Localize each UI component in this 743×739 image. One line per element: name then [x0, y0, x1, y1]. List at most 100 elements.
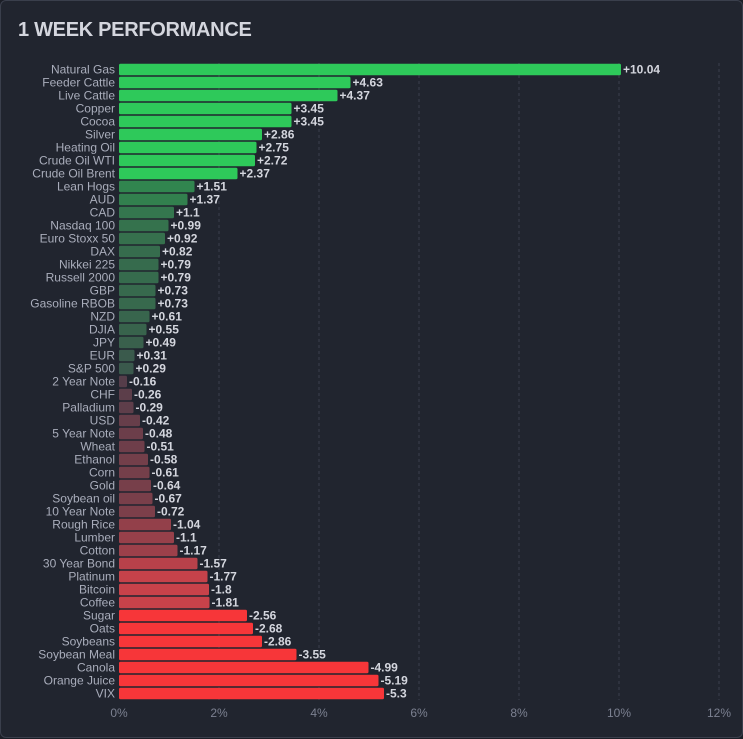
- category-label: Euro Stoxx 50: [40, 232, 116, 246]
- bar: [119, 453, 148, 466]
- x-tick-label: 12%: [707, 706, 731, 720]
- bar: [119, 206, 174, 219]
- bar: [119, 167, 238, 180]
- value-label: +0.29: [136, 362, 167, 376]
- bar: [119, 531, 174, 544]
- category-label: AUD: [90, 193, 116, 207]
- bar: [119, 323, 147, 336]
- value-label: -1.1: [176, 531, 197, 545]
- category-label: Gold: [90, 479, 115, 493]
- value-label: -1.57: [200, 557, 228, 571]
- category-label: Silver: [85, 128, 115, 142]
- x-tick-label: 6%: [410, 706, 428, 720]
- category-label: Crude Oil WTI: [39, 154, 115, 168]
- value-label: -1.17: [180, 544, 208, 558]
- category-label: Rough Rice: [52, 518, 115, 532]
- bar: [119, 492, 153, 505]
- bar: [119, 115, 292, 128]
- value-label: -0.51: [147, 440, 175, 454]
- value-label: +0.49: [146, 336, 177, 350]
- category-label: Lumber: [74, 531, 115, 545]
- bar: [119, 401, 134, 414]
- value-label: +0.79: [161, 258, 192, 272]
- bar: [119, 427, 143, 440]
- bar: [119, 440, 145, 453]
- bar: [119, 648, 297, 661]
- bar: [119, 219, 169, 232]
- value-label: -1.81: [212, 596, 240, 610]
- bar: [119, 466, 150, 479]
- bar: [119, 596, 210, 609]
- bar: [119, 622, 253, 635]
- value-label: +2.37: [240, 167, 271, 181]
- x-tick-label: 10%: [607, 706, 631, 720]
- bar: [119, 141, 257, 154]
- value-label: +0.82: [162, 245, 193, 259]
- value-label: +0.55: [149, 323, 180, 337]
- category-label: 10 Year Note: [46, 505, 116, 519]
- category-label: USD: [90, 414, 116, 428]
- value-label: +10.04: [623, 63, 660, 77]
- category-label: Soybean oil: [52, 492, 115, 506]
- value-label: +0.61: [152, 310, 183, 324]
- category-label: Lean Hogs: [57, 180, 115, 194]
- value-label: -0.72: [157, 505, 185, 519]
- bar: [119, 479, 151, 492]
- value-label: -0.29: [136, 401, 164, 415]
- category-label: JPY: [93, 336, 115, 350]
- chart-title: 1 WEEK PERFORMANCE: [18, 19, 252, 41]
- bar: [119, 336, 144, 349]
- value-label: +0.73: [158, 297, 189, 311]
- value-label: -0.58: [150, 453, 178, 467]
- value-label: -0.67: [155, 492, 183, 506]
- category-label: S&P 500: [68, 362, 115, 376]
- bar: [119, 518, 171, 531]
- category-label: Oats: [90, 622, 115, 636]
- bar: [119, 687, 384, 700]
- value-label: -2.86: [264, 635, 292, 649]
- value-label: -1.8: [211, 583, 232, 597]
- bar: [119, 284, 156, 297]
- category-label: DJIA: [89, 323, 115, 337]
- category-label: Sugar: [83, 609, 115, 623]
- bar: [119, 102, 292, 115]
- bar: [119, 674, 379, 687]
- bar: [119, 583, 209, 596]
- category-label: Canola: [77, 661, 115, 675]
- value-label: -2.56: [249, 609, 277, 623]
- x-tick-label: 2%: [210, 706, 228, 720]
- bar: [119, 661, 369, 674]
- bar: [119, 232, 165, 245]
- bar: [119, 557, 198, 570]
- category-label: Cotton: [80, 544, 115, 558]
- bar: [119, 544, 178, 557]
- bar: [119, 609, 247, 622]
- category-label: VIX: [96, 687, 115, 701]
- category-label: CAD: [90, 206, 116, 220]
- category-label: Palladium: [62, 401, 115, 415]
- bar: [119, 414, 140, 427]
- value-label: -0.64: [153, 479, 181, 493]
- value-label: -0.61: [152, 466, 180, 480]
- category-label: EUR: [90, 349, 116, 363]
- value-label: -5.19: [381, 674, 409, 688]
- bar: [119, 388, 132, 401]
- category-label: Wheat: [80, 440, 115, 454]
- bar: [119, 245, 160, 258]
- bar: [119, 505, 155, 518]
- category-label: Crude Oil Brent: [32, 167, 115, 181]
- category-label: Ethanol: [74, 453, 115, 467]
- bar: [119, 76, 351, 89]
- value-label: +2.75: [259, 141, 290, 155]
- category-label: Live Cattle: [58, 89, 115, 103]
- x-tick-label: 8%: [510, 706, 528, 720]
- value-label: +0.92: [167, 232, 198, 246]
- category-label: Nasdaq 100: [50, 219, 115, 233]
- bar: [119, 310, 150, 323]
- value-label: +1.37: [190, 193, 221, 207]
- bar: [119, 180, 195, 193]
- x-tick-label: 4%: [310, 706, 328, 720]
- value-label: -5.3: [386, 687, 407, 701]
- category-label: Platinum: [68, 570, 115, 584]
